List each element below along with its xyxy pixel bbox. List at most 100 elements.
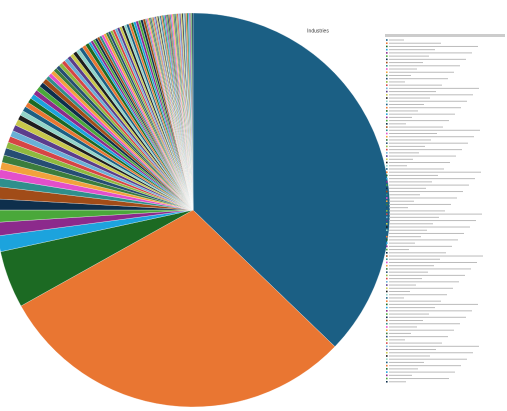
legend-swatch bbox=[386, 252, 388, 254]
legend-entry bbox=[389, 42, 441, 44]
legend-entry bbox=[389, 332, 411, 334]
pie-slice bbox=[0, 209, 194, 252]
legend-entry bbox=[389, 297, 404, 299]
legend-swatch bbox=[386, 123, 388, 125]
legend-swatch bbox=[386, 355, 388, 357]
legend-entry bbox=[389, 223, 433, 225]
legend-entry bbox=[389, 329, 454, 331]
legend-entry bbox=[389, 120, 449, 122]
legend-swatch bbox=[386, 377, 388, 380]
legend-swatch bbox=[386, 61, 388, 64]
legend-entry bbox=[389, 300, 441, 302]
legend-swatch bbox=[386, 345, 388, 348]
legend-entry bbox=[389, 336, 448, 338]
legend-swatch bbox=[386, 284, 388, 286]
legend-entry bbox=[389, 207, 408, 209]
legend-swatch bbox=[386, 52, 388, 54]
legend-entry bbox=[389, 97, 430, 99]
legend-swatch bbox=[386, 281, 388, 283]
legend-entry bbox=[389, 242, 415, 244]
legend-entry bbox=[389, 303, 478, 305]
legend-entry bbox=[389, 278, 422, 280]
legend-swatch bbox=[386, 219, 388, 222]
legend-swatch bbox=[386, 193, 388, 196]
legend-entry bbox=[389, 381, 406, 383]
legend-swatch bbox=[386, 142, 388, 144]
legend-swatch bbox=[386, 364, 388, 367]
legend-swatch bbox=[386, 145, 388, 148]
legend-swatch bbox=[386, 90, 388, 93]
legend-entry bbox=[389, 249, 409, 251]
legend-entry bbox=[389, 339, 405, 341]
legend-swatch bbox=[386, 171, 388, 173]
legend-entry bbox=[389, 268, 471, 270]
legend-swatch bbox=[386, 42, 388, 45]
legend-swatch bbox=[386, 293, 388, 296]
legend-entry bbox=[389, 342, 442, 344]
legend-swatch bbox=[386, 351, 388, 354]
legend-swatch bbox=[386, 239, 388, 241]
legend-entry bbox=[389, 158, 413, 160]
legend-swatch bbox=[386, 329, 388, 331]
legend-entry bbox=[389, 78, 448, 80]
legend-entry bbox=[389, 326, 417, 328]
legend-swatch bbox=[386, 94, 388, 96]
legend-entry bbox=[389, 352, 473, 354]
legend-entry bbox=[389, 45, 478, 47]
legend-swatch bbox=[386, 368, 388, 370]
legend-swatch bbox=[386, 371, 388, 373]
legend-entry bbox=[389, 52, 472, 54]
legend-entry bbox=[389, 162, 450, 164]
legend-swatch bbox=[386, 245, 388, 248]
legend-entry bbox=[389, 181, 432, 183]
legend-swatch bbox=[386, 258, 388, 261]
legend-swatch bbox=[386, 97, 388, 99]
legend-entry bbox=[389, 371, 455, 373]
legend-swatch bbox=[386, 74, 388, 77]
pie-slice bbox=[0, 209, 194, 223]
legend-entry bbox=[389, 245, 452, 247]
legend-entry bbox=[389, 123, 406, 125]
legend-entry bbox=[389, 149, 462, 151]
legend-swatch bbox=[386, 84, 388, 86]
legend-entry bbox=[389, 284, 416, 286]
legend-swatch bbox=[386, 190, 388, 193]
legend-entry bbox=[389, 310, 472, 312]
legend-entry bbox=[389, 236, 421, 238]
legend-swatch bbox=[386, 158, 388, 161]
legend-entry bbox=[389, 281, 459, 283]
legend-swatch bbox=[386, 184, 388, 186]
legend-swatch bbox=[386, 152, 388, 154]
legend-entry bbox=[389, 187, 426, 189]
legend-entry bbox=[389, 136, 474, 138]
legend-swatch bbox=[386, 268, 388, 270]
legend-entry bbox=[389, 239, 458, 241]
legend-swatch bbox=[386, 216, 388, 219]
legend-entry bbox=[389, 216, 439, 218]
legend-entry bbox=[389, 142, 468, 144]
legend-swatch bbox=[386, 81, 388, 83]
legend-swatch bbox=[386, 306, 388, 309]
legend-entry bbox=[389, 365, 461, 367]
legend-swatch bbox=[386, 129, 388, 132]
legend-swatch bbox=[386, 161, 388, 164]
legend-swatch bbox=[386, 242, 388, 244]
legend-entry bbox=[389, 274, 465, 276]
legend-swatch bbox=[386, 39, 388, 41]
legend-entry bbox=[389, 349, 436, 351]
legend-swatch bbox=[386, 287, 388, 290]
legend-entry bbox=[389, 200, 414, 202]
pie-slice bbox=[0, 209, 194, 236]
pie-slice bbox=[191, 12, 194, 211]
legend-swatch bbox=[386, 342, 388, 344]
legend-header bbox=[385, 34, 505, 37]
legend-entry bbox=[389, 74, 411, 76]
legend-entry bbox=[389, 110, 418, 112]
legend-entry bbox=[389, 91, 436, 93]
legend-swatch bbox=[386, 203, 388, 206]
legend-swatch bbox=[386, 361, 388, 364]
legend-swatch bbox=[386, 232, 388, 235]
legend-swatch bbox=[386, 248, 388, 251]
legend-swatch bbox=[386, 68, 388, 70]
